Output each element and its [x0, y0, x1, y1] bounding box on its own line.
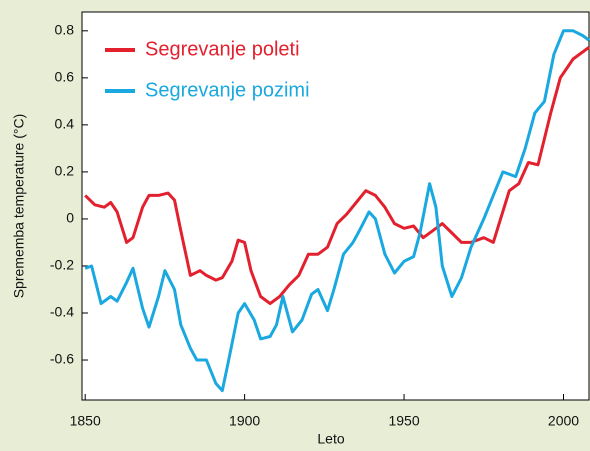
y-tick-label: 0.4	[55, 116, 75, 132]
series-line	[84, 29, 590, 393]
x-tick-label: 1850	[70, 413, 101, 429]
y-axis-label: Sprememba temperature (°C)	[11, 114, 27, 299]
y-tick-label: 0	[66, 210, 74, 226]
x-tick-label: 2000	[548, 413, 579, 429]
x-tick-label: 1900	[229, 413, 260, 429]
y-tick-label: -0.6	[50, 351, 74, 367]
y-tick-label: 0.6	[55, 69, 75, 85]
plot-area	[81, 11, 590, 401]
y-tick-label: -0.4	[50, 304, 74, 320]
x-axis-label: Leto	[317, 431, 344, 447]
series-line	[84, 46, 590, 306]
y-tick-label: 0.8	[55, 22, 75, 38]
x-tick-label: 1950	[388, 413, 419, 429]
y-tick-label: 0.2	[55, 163, 75, 179]
legend-label: Segrevanje poleti	[145, 38, 300, 60]
legend-label: Segrevanje pozimi	[145, 79, 310, 101]
y-tick-label: -0.2	[50, 257, 74, 273]
